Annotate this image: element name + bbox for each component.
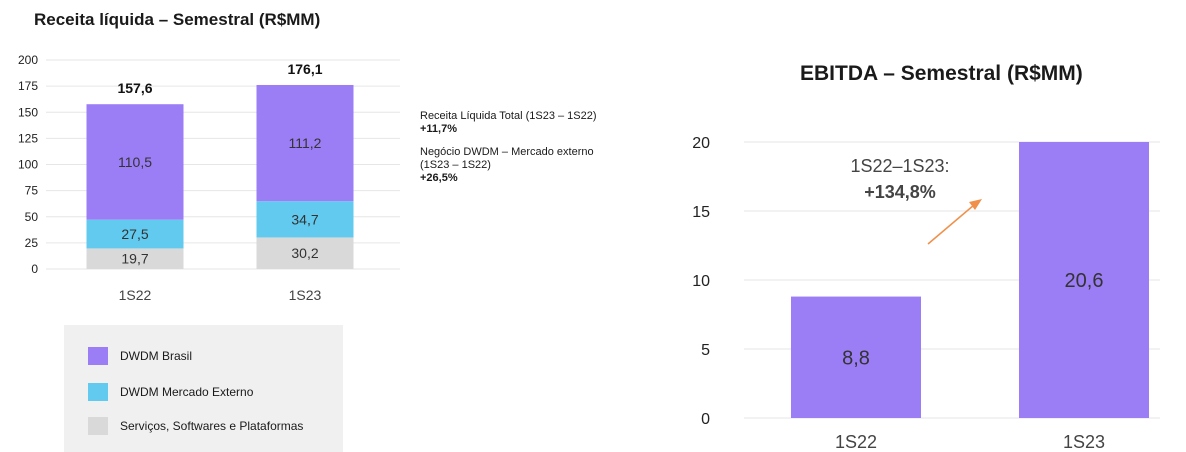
x-tick-label: 1S22	[835, 432, 877, 452]
legend-swatch-dwdm-externo	[88, 383, 108, 401]
legend-item-servicos: Serviços, Softwares e Plataformas	[88, 417, 303, 435]
ebitda-chart: EBITDA – Semestral (R$MM) 0 5 10 15 20 8,8 1S2…	[660, 0, 1186, 452]
ebitda-chart-title: EBITDA – Semestral (R$MM)	[800, 62, 1083, 85]
y-tick-label: 0	[701, 411, 710, 428]
receita-chart: Receita líquida – Semestral (R$MM) 0 25 50…	[18, 10, 650, 452]
legend-label-servicos: Serviços, Softwares e Plataformas	[120, 419, 304, 433]
segment-value-label: 27,5	[121, 226, 148, 242]
y-tick-label: 15	[692, 204, 710, 221]
x-tick-label: 1S22	[119, 287, 152, 303]
receita-chart-plot: 0 25 50 75 100 125 150 175 200 19,7 27,5 110,5 157,6…	[18, 53, 400, 303]
ebitda-bar	[791, 296, 921, 418]
y-tick-label: 50	[25, 210, 39, 224]
y-tick-label: 125	[18, 131, 38, 145]
segment-value-label: 30,2	[291, 245, 318, 261]
receita-chart-title: Receita líquida – Semestral (R$MM)	[34, 10, 321, 29]
bar-value-label: 8,8	[842, 347, 870, 369]
bar-segment	[86, 248, 184, 269]
bar-value-label: 20,6	[1065, 270, 1104, 292]
y-tick-label: 100	[18, 158, 38, 172]
y-tick-label: 10	[692, 273, 710, 290]
legend-swatch-servicos	[88, 417, 108, 435]
legend-item-dwdm-externo: DWDM Mercado Externo	[88, 383, 253, 401]
bar-segment	[86, 104, 184, 220]
y-tick-label: 150	[18, 105, 38, 119]
total-value-label: 157,6	[117, 80, 152, 96]
y-tick-label: 200	[18, 53, 38, 67]
y-tick-label: 75	[25, 184, 39, 198]
x-tick-label: 1S23	[1063, 432, 1105, 452]
growth-notes: Receita Líquida Total (1S23 – 1S22) +11,…	[420, 110, 650, 185]
x-tick-label: 1S23	[289, 287, 322, 303]
bar-segment	[256, 201, 354, 238]
segment-value-label: 34,7	[291, 211, 318, 227]
y-tick-label: 5	[701, 342, 710, 359]
y-tick-label: 25	[25, 236, 39, 250]
legend-label-dwdm-brasil: DWDM Brasil	[120, 349, 192, 363]
note-dwdm-period: (1S23 – 1S22)	[420, 159, 491, 171]
ebitda-bar	[1019, 142, 1149, 418]
total-value-label: 176,1	[287, 61, 322, 77]
annotation-arrow-line	[927, 204, 975, 245]
receita-legend: DWDM Brasil DWDM Mercado Externo Serviço…	[64, 325, 343, 452]
legend-swatch-dwdm-brasil	[88, 347, 108, 365]
bar-segment	[86, 219, 184, 249]
segment-value-label: 110,5	[118, 154, 152, 170]
note-dwdm-label: Negócio DWDM – Mercado externo	[420, 146, 594, 158]
annotation-value: +134,8%	[864, 182, 936, 202]
legend-label-dwdm-externo: DWDM Mercado Externo	[120, 385, 254, 399]
bar-segment	[256, 237, 354, 269]
annotation-period: 1S22–1S23:	[850, 156, 949, 176]
note-dwdm-value: +26,5%	[420, 172, 458, 184]
legend-item-dwdm-brasil: DWDM Brasil	[88, 347, 192, 365]
y-tick-label: 0	[31, 262, 38, 276]
note-receita-value: +11,7%	[420, 123, 458, 135]
segment-value-label: 19,7	[121, 251, 148, 267]
segment-value-label: 111,2	[289, 135, 322, 151]
bar-segment	[256, 84, 354, 202]
y-tick-label: 20	[692, 135, 710, 152]
ebitda-chart-plot: 0 5 10 15 20 8,8 1S22 20,6 1S23 1S22–1S23: +134,8%	[692, 135, 1160, 452]
annotation-arrow-head	[969, 199, 982, 210]
y-tick-label: 175	[18, 79, 38, 93]
note-receita-label: Receita Líquida Total (1S23 – 1S22)	[420, 110, 597, 122]
